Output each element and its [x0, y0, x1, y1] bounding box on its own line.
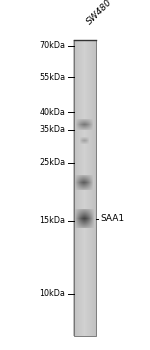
Text: 25kDa: 25kDa	[39, 158, 65, 167]
Text: 70kDa: 70kDa	[39, 41, 65, 50]
Text: 55kDa: 55kDa	[39, 72, 65, 82]
Text: 40kDa: 40kDa	[39, 107, 65, 117]
Text: 35kDa: 35kDa	[39, 125, 65, 134]
Text: SW480: SW480	[85, 0, 114, 26]
Bar	[74, 40, 96, 336]
Text: 15kDa: 15kDa	[39, 216, 65, 225]
Text: SAA1: SAA1	[100, 214, 125, 223]
Text: 10kDa: 10kDa	[39, 289, 65, 299]
